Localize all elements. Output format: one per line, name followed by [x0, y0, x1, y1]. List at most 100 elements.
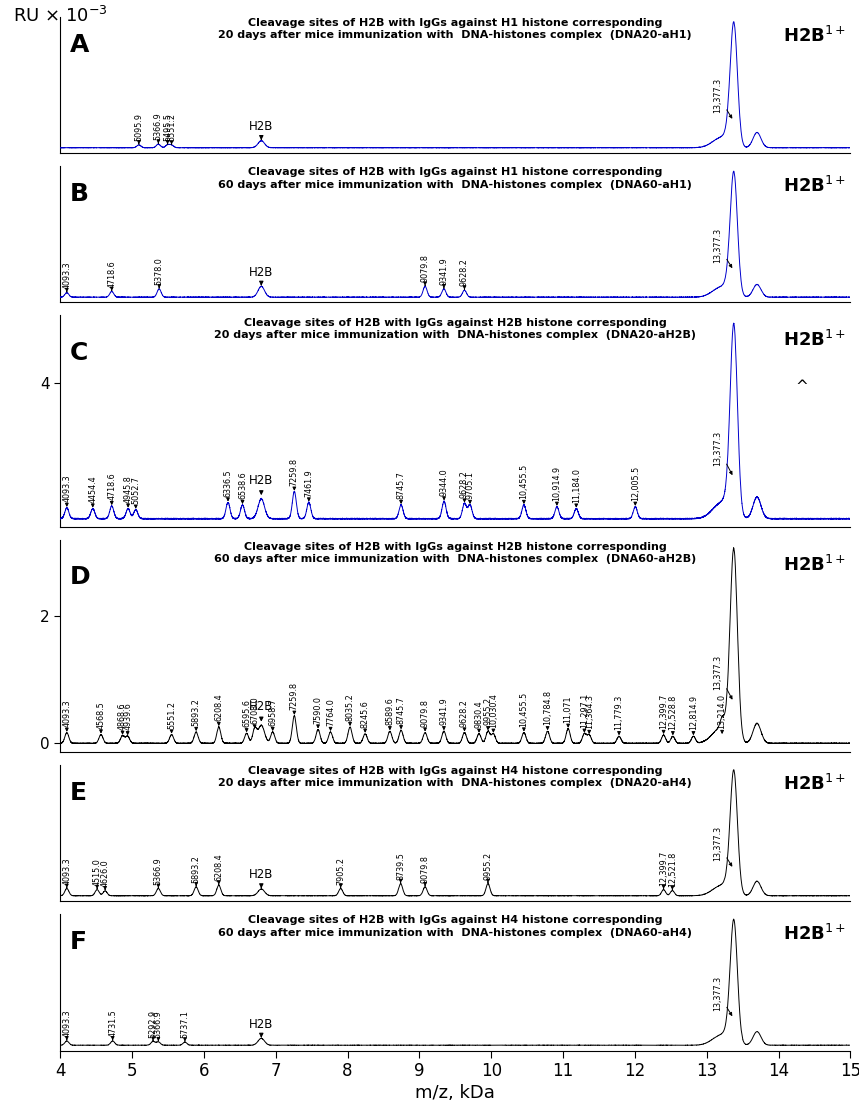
Text: 12,528.8: 12,528.8: [668, 695, 678, 735]
Text: 12,521.8: 12,521.8: [667, 851, 677, 890]
Text: Cleavage sites of H2B with IgGs against H2B histone corresponding
20 days after : Cleavage sites of H2B with IgGs against …: [214, 318, 697, 340]
Text: 4568.5: 4568.5: [96, 701, 106, 733]
Text: 5737.1: 5737.1: [180, 1011, 190, 1041]
Text: 13,377.3: 13,377.3: [714, 430, 732, 474]
Text: 6595.6: 6595.6: [242, 700, 251, 732]
Text: 8589.6: 8589.6: [386, 697, 394, 729]
Text: 5893.2: 5893.2: [192, 698, 201, 730]
Text: 6208.4: 6208.4: [214, 854, 223, 884]
Text: H2B$^{1+}$: H2B$^{1+}$: [783, 924, 846, 944]
Text: 5551.2: 5551.2: [167, 113, 176, 144]
Text: 4868.6: 4868.6: [118, 703, 127, 734]
Text: 5495.5: 5495.5: [163, 113, 172, 144]
Text: 4626.0: 4626.0: [101, 859, 110, 890]
Text: H2B: H2B: [249, 265, 273, 285]
Text: 13,377.3: 13,377.3: [714, 976, 732, 1015]
Text: A: A: [70, 33, 89, 57]
Text: 6708.0: 6708.0: [250, 696, 259, 727]
Text: 5378.0: 5378.0: [155, 257, 163, 288]
Text: 8745.7: 8745.7: [397, 696, 405, 728]
Text: 7905.2: 7905.2: [336, 857, 345, 888]
Text: 12,399.7: 12,399.7: [659, 694, 668, 733]
Text: 5366.9: 5366.9: [154, 112, 163, 143]
Text: 4454.4: 4454.4: [88, 475, 97, 507]
Text: Cleavage sites of H2B with IgGs against H4 histone corresponding
60 days after m: Cleavage sites of H2B with IgGs against …: [218, 915, 692, 937]
Text: 5095.9: 5095.9: [134, 113, 143, 144]
Text: 4093.3: 4093.3: [63, 700, 71, 730]
Text: ^: ^: [795, 378, 807, 394]
Text: 4515.0: 4515.0: [93, 858, 101, 889]
Text: 13,377.3: 13,377.3: [714, 826, 732, 866]
Text: 5052.7: 5052.7: [131, 476, 140, 508]
Text: H2B$^{1+}$: H2B$^{1+}$: [783, 176, 846, 196]
Text: 9341.9: 9341.9: [440, 257, 448, 288]
Text: 9955.2: 9955.2: [484, 697, 492, 729]
Text: 13,377.3: 13,377.3: [714, 654, 732, 698]
Text: 6958.7: 6958.7: [268, 698, 277, 730]
Text: 12,399.7: 12,399.7: [659, 850, 668, 889]
Text: 9079.8: 9079.8: [421, 254, 430, 285]
Text: B: B: [70, 183, 88, 207]
Text: 9628.2: 9628.2: [460, 698, 469, 730]
Text: 4939.6: 4939.6: [123, 703, 132, 735]
Text: 11,184.0: 11,184.0: [572, 468, 581, 507]
Text: 7259.8: 7259.8: [289, 682, 299, 714]
Text: 13,377.3: 13,377.3: [714, 78, 732, 118]
Text: 12,814.9: 12,814.9: [689, 695, 698, 735]
Text: 5292.9: 5292.9: [149, 1010, 157, 1041]
Text: 11,364.3: 11,364.3: [585, 694, 594, 733]
Text: 5893.2: 5893.2: [192, 855, 201, 886]
Text: 11,297.1: 11,297.1: [580, 693, 589, 732]
Text: 9628.2: 9628.2: [460, 470, 469, 502]
Text: 7764.0: 7764.0: [326, 698, 335, 730]
Text: 10,455.5: 10,455.5: [520, 464, 528, 503]
Text: 4093.3: 4093.3: [63, 857, 71, 888]
Text: 5551.2: 5551.2: [167, 701, 176, 733]
Text: 4945.8: 4945.8: [124, 475, 132, 507]
Text: H2B: H2B: [249, 868, 273, 888]
Text: 5366.9: 5366.9: [154, 857, 163, 888]
Text: 7590.0: 7590.0: [314, 695, 322, 727]
Text: Cleavage sites of H2B with IgGs against H1 histone corresponding
60 days after m: Cleavage sites of H2B with IgGs against …: [218, 167, 692, 189]
Text: 4731.5: 4731.5: [108, 1010, 117, 1040]
Text: 8245.6: 8245.6: [361, 700, 369, 732]
Text: 13,214.0: 13,214.0: [717, 694, 727, 733]
Text: H2B$^{1+}$: H2B$^{1+}$: [783, 774, 846, 794]
Text: 5366.9: 5366.9: [154, 1010, 163, 1041]
Text: 4093.3: 4093.3: [63, 261, 71, 292]
Text: C: C: [70, 341, 88, 365]
Text: Cleavage sites of H2B with IgGs against H4 histone corresponding
20 days after m: Cleavage sites of H2B with IgGs against …: [218, 766, 692, 789]
Text: 13,377.3: 13,377.3: [714, 228, 732, 267]
Text: Cleavage sites of H2B with IgGs against H1 histone corresponding
20 days after m: Cleavage sites of H2B with IgGs against …: [218, 18, 692, 41]
Text: 10,784.8: 10,784.8: [543, 691, 552, 729]
X-axis label: m/z, kDa: m/z, kDa: [416, 1085, 495, 1100]
Text: E: E: [70, 781, 87, 805]
Text: 9830.4: 9830.4: [474, 701, 484, 732]
Text: H2B$^{1+}$: H2B$^{1+}$: [783, 26, 846, 46]
Text: 11,779.3: 11,779.3: [614, 695, 624, 735]
Text: 12,005.5: 12,005.5: [631, 465, 640, 505]
Text: 10,455.5: 10,455.5: [520, 692, 528, 730]
Text: H2B: H2B: [249, 1018, 273, 1036]
Text: F: F: [70, 931, 87, 955]
Text: 4718.6: 4718.6: [107, 473, 116, 504]
Text: 8035.2: 8035.2: [345, 693, 355, 725]
Text: 4718.6: 4718.6: [107, 260, 116, 290]
Text: 6208.4: 6208.4: [214, 693, 223, 725]
Text: 8739.5: 8739.5: [396, 851, 405, 882]
Text: 9955.2: 9955.2: [484, 851, 492, 882]
Text: D: D: [70, 565, 90, 590]
Text: 10,914.9: 10,914.9: [552, 465, 562, 505]
Text: 9705.1: 9705.1: [466, 471, 474, 503]
Text: 6538.6: 6538.6: [238, 472, 247, 503]
Text: 9344.0: 9344.0: [440, 468, 448, 499]
Text: H2B$^{1+}$: H2B$^{1+}$: [783, 554, 846, 575]
Text: 7461.9: 7461.9: [304, 469, 314, 500]
Text: 8745.7: 8745.7: [397, 471, 405, 503]
Text: Cleavage sites of H2B with IgGs against H2B histone corresponding
60 days after : Cleavage sites of H2B with IgGs against …: [214, 542, 697, 564]
Text: H2B: H2B: [249, 474, 273, 494]
Text: H2B$^{1+}$: H2B$^{1+}$: [783, 330, 846, 350]
Text: 10,030.4: 10,030.4: [489, 693, 498, 732]
Text: H2B: H2B: [249, 701, 273, 721]
Text: 9341.9: 9341.9: [440, 697, 448, 729]
